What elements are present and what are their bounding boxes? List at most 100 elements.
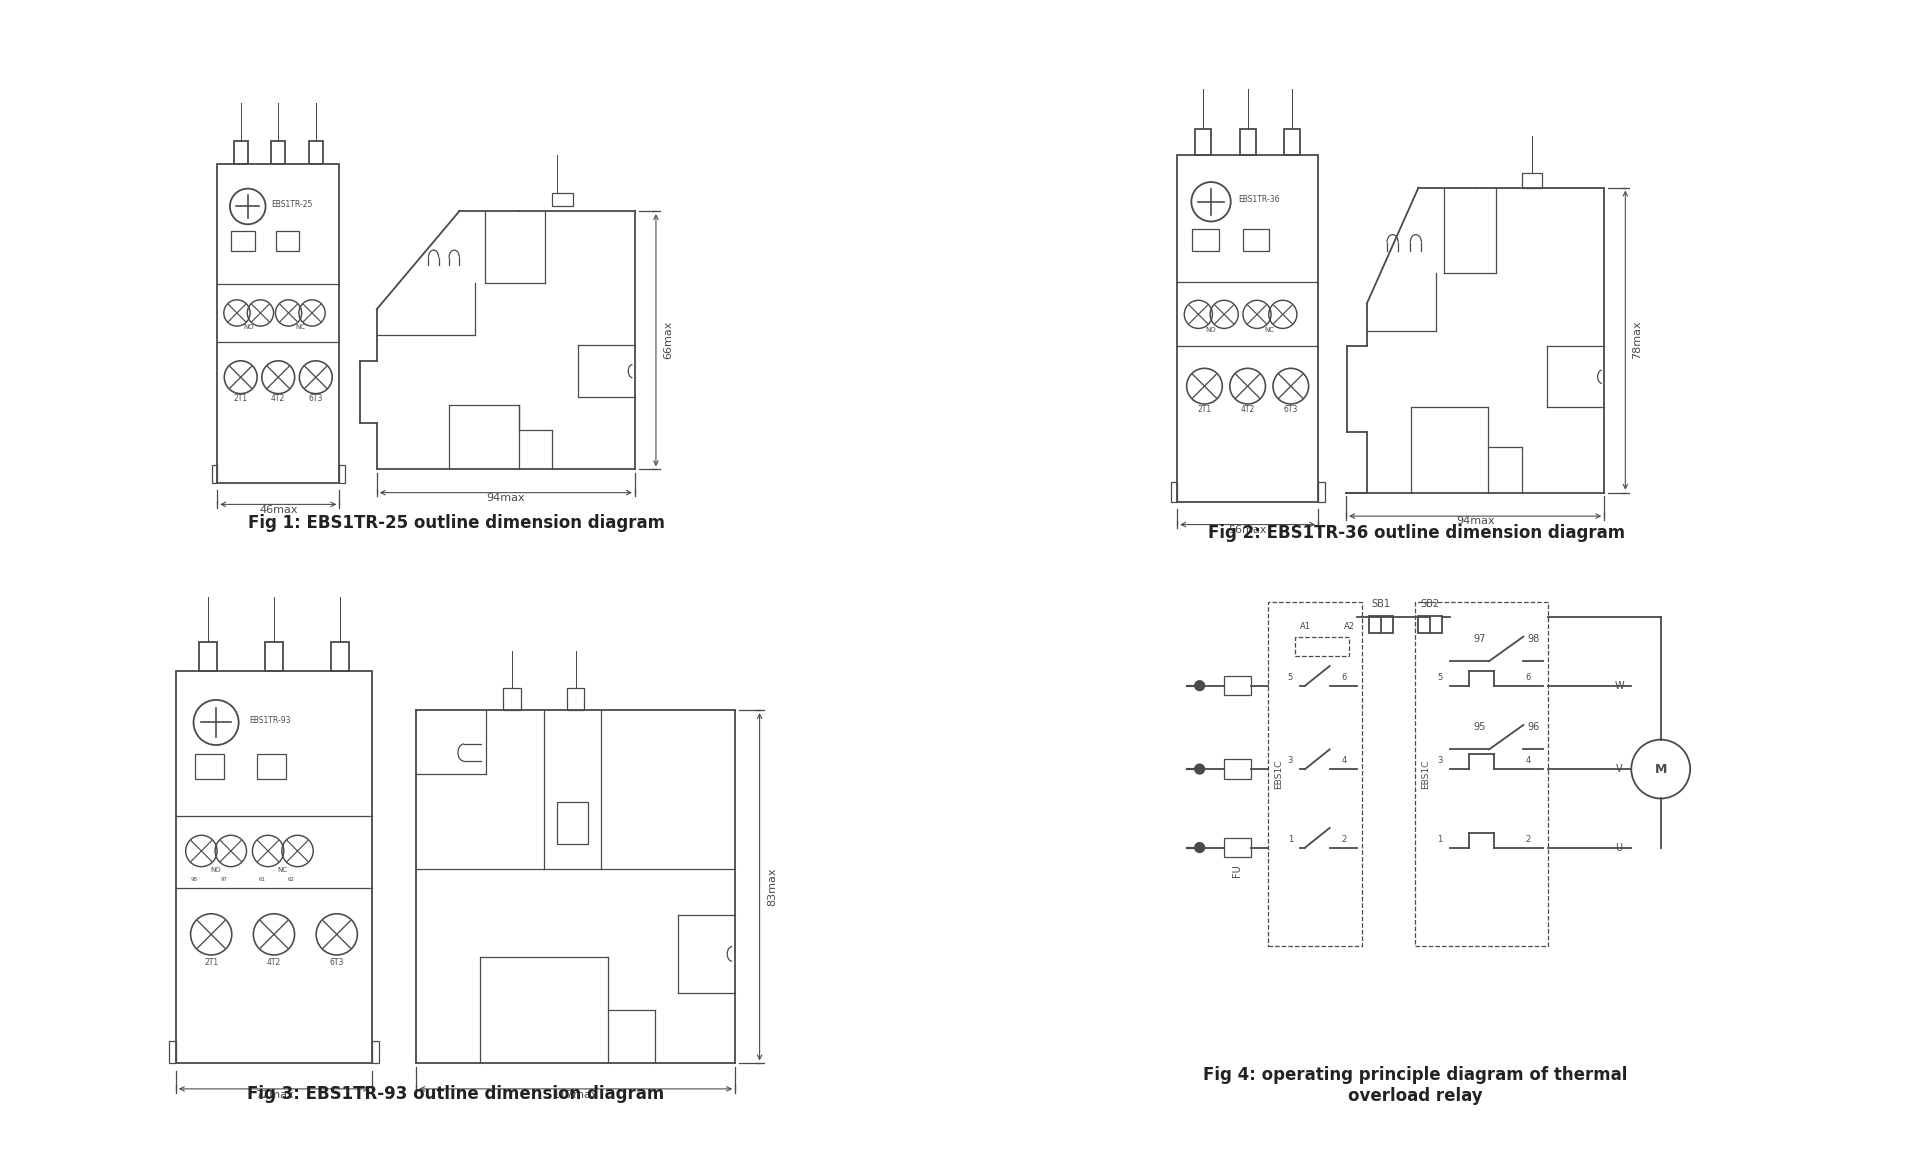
Text: 3: 3 — [1288, 757, 1292, 765]
Circle shape — [1194, 842, 1204, 853]
Text: 2T1: 2T1 — [234, 394, 248, 402]
Text: EBS1TR-93: EBS1TR-93 — [250, 716, 292, 725]
Text: 83max: 83max — [766, 868, 778, 906]
Bar — [1284, 129, 1300, 155]
Text: 5: 5 — [1438, 673, 1442, 682]
Text: NO: NO — [1206, 327, 1217, 333]
Bar — [1317, 482, 1325, 502]
Text: 4: 4 — [1342, 757, 1348, 765]
Text: 2: 2 — [1342, 835, 1348, 843]
Text: Fig 3: EBS1TR-93 outline dimension diagram: Fig 3: EBS1TR-93 outline dimension diagr… — [248, 1085, 664, 1103]
Text: 66max: 66max — [662, 321, 674, 359]
Text: NC: NC — [278, 867, 288, 873]
Text: 96: 96 — [1526, 721, 1540, 732]
Text: M: M — [1655, 762, 1667, 775]
Bar — [1192, 230, 1219, 251]
Bar — [1177, 155, 1317, 502]
Bar — [1523, 172, 1542, 188]
Text: V: V — [1617, 764, 1622, 774]
Bar — [309, 141, 323, 164]
Bar — [1242, 230, 1269, 251]
Text: 72max: 72max — [255, 1090, 294, 1099]
Text: A2: A2 — [1344, 622, 1356, 631]
Text: FU: FU — [1233, 863, 1242, 876]
Bar — [1415, 602, 1548, 945]
Text: EBS1TR-25: EBS1TR-25 — [271, 199, 313, 209]
Text: U: U — [1615, 842, 1622, 853]
Text: Fig 4: operating principle diagram of thermal
overload relay: Fig 4: operating principle diagram of th… — [1204, 1066, 1628, 1105]
Text: 4T2: 4T2 — [1240, 405, 1256, 414]
Text: 1: 1 — [1438, 835, 1442, 843]
Bar — [340, 466, 346, 483]
Bar — [1225, 838, 1252, 857]
Bar — [1171, 482, 1177, 502]
Text: 94max: 94max — [486, 493, 524, 503]
Text: 2T1: 2T1 — [1198, 405, 1212, 414]
Bar — [211, 466, 217, 483]
Bar — [1194, 129, 1212, 155]
Bar — [1296, 637, 1350, 656]
Text: A1: A1 — [1300, 622, 1311, 631]
Text: 97: 97 — [1473, 633, 1486, 644]
Text: 56max: 56max — [1229, 524, 1267, 535]
Bar — [332, 642, 349, 671]
Bar — [200, 642, 217, 671]
Text: Fig 2: EBS1TR-36 outline dimension diagram: Fig 2: EBS1TR-36 outline dimension diagr… — [1208, 523, 1624, 542]
Text: NC: NC — [296, 325, 305, 331]
Text: 2: 2 — [1526, 835, 1530, 843]
Text: SB1: SB1 — [1371, 599, 1390, 609]
Text: NO: NO — [244, 325, 253, 331]
Text: 1: 1 — [1288, 835, 1292, 843]
Text: 78max: 78max — [1632, 321, 1642, 359]
Bar — [1369, 616, 1394, 632]
Text: 6T3: 6T3 — [330, 958, 344, 967]
Bar — [1240, 129, 1256, 155]
Text: 4T2: 4T2 — [267, 958, 280, 967]
Text: NO: NO — [211, 867, 221, 873]
Text: 61: 61 — [257, 877, 265, 882]
Text: 4: 4 — [1526, 757, 1530, 765]
Text: 6: 6 — [1342, 673, 1348, 682]
Bar — [503, 689, 520, 710]
Text: 6: 6 — [1526, 673, 1530, 682]
Bar — [265, 642, 282, 671]
Circle shape — [1194, 680, 1204, 691]
Bar — [234, 141, 248, 164]
Bar — [276, 231, 300, 251]
Text: 62: 62 — [288, 877, 294, 882]
Text: W: W — [1615, 680, 1624, 691]
Text: 3: 3 — [1438, 757, 1442, 765]
Text: EBS1C: EBS1C — [1273, 759, 1283, 788]
Bar — [566, 689, 584, 710]
Text: EBS1C: EBS1C — [1421, 759, 1430, 788]
Bar — [557, 802, 588, 845]
Text: 5: 5 — [1288, 673, 1292, 682]
Text: 117max: 117max — [553, 1090, 599, 1099]
Text: Fig 1: EBS1TR-25 outline dimension diagram: Fig 1: EBS1TR-25 outline dimension diagr… — [248, 514, 664, 533]
Text: 97: 97 — [221, 877, 227, 882]
Bar — [553, 194, 572, 206]
Text: 2T1: 2T1 — [204, 958, 219, 967]
Text: 95: 95 — [1473, 721, 1486, 732]
Bar — [194, 754, 225, 779]
Bar — [1225, 759, 1252, 779]
Text: 94max: 94max — [1455, 516, 1494, 527]
Bar — [1269, 602, 1361, 945]
Text: EBS1TR-36: EBS1TR-36 — [1238, 195, 1281, 204]
Text: 4T2: 4T2 — [271, 394, 286, 402]
Text: 6T3: 6T3 — [309, 394, 323, 402]
Bar — [271, 141, 286, 164]
Text: 6T3: 6T3 — [1284, 405, 1298, 414]
Text: NC: NC — [1265, 327, 1275, 333]
Text: 98: 98 — [190, 877, 198, 882]
Text: 46max: 46max — [259, 504, 298, 515]
Bar — [230, 231, 255, 251]
Bar — [1419, 616, 1442, 632]
Bar — [372, 1042, 380, 1064]
Bar — [257, 754, 286, 779]
Bar — [217, 164, 340, 483]
Bar — [1225, 676, 1252, 696]
Bar — [169, 1042, 177, 1064]
Bar — [177, 671, 372, 1064]
Circle shape — [1194, 764, 1204, 774]
